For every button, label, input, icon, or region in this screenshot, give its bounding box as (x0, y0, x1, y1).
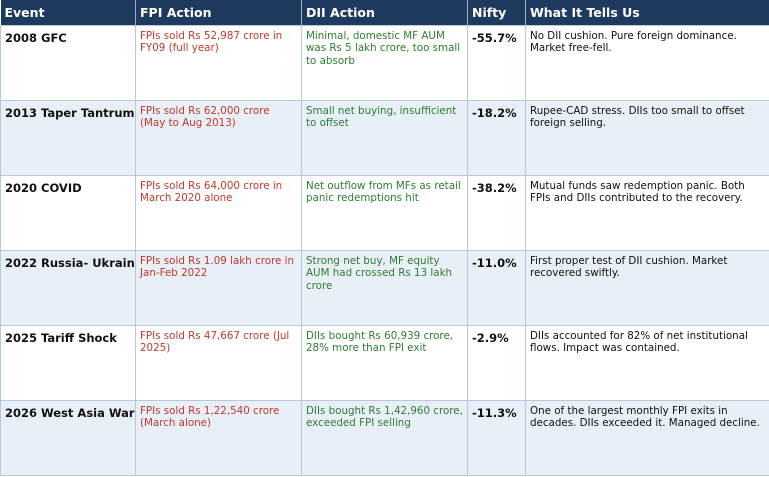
table-body: 2008 GFC FPIs sold Rs 52,987 crore in FY0… (0, 24, 769, 476)
fpi-cell: FPIs sold Rs 47,667 crore (Jul 2025) (135, 324, 302, 401)
table-row: 2026 West Asia War FPIs sold Rs 1,22,540 … (0, 399, 769, 476)
nifty-cell: -55.7% (467, 24, 526, 101)
dii-cell: Net outflow from MFs as retail panic red… (301, 174, 468, 251)
fpi-cell: FPIs sold Rs 52,987 crore in FY09 (full … (135, 24, 302, 101)
dii-cell: Strong net buy, MF equity AUM had crosse… (301, 249, 468, 326)
event-cell: 2008 GFC (0, 24, 136, 101)
event-cell: 2022 Russia- Ukraine (0, 249, 136, 326)
table-row: 2025 Tariff Shock FPIs sold Rs 47,667 cro… (0, 324, 769, 401)
fpi-cell: FPIs sold Rs 1,22,540 crore (March alone… (135, 399, 302, 476)
dii-cell: DIIs bought Rs 1,42,960 crore, exceeded … (301, 399, 468, 476)
fpi-cell: FPIs sold Rs 1.09 lakh crore in Jan-Feb … (135, 249, 302, 326)
event-cell: 2026 West Asia War (0, 399, 136, 476)
event-cell: 2025 Tariff Shock (0, 324, 136, 401)
fpi-cell: FPIs sold Rs 64,000 crore in March 2020 … (135, 174, 302, 251)
nifty-cell: -11.3% (467, 399, 526, 476)
dii-cell: Small net buying, insufficient to offset (301, 99, 468, 176)
insight-cell: Rupee-CAD stress. DIIs too small to offs… (525, 99, 769, 176)
event-cell: 2013 Taper Tantrum (0, 99, 136, 176)
header-cell: Nifty (467, 0, 526, 25)
insight-cell: DIIs accounted for 82% of net institutio… (525, 324, 769, 401)
insight-cell: Mutual funds saw redemption panic. Both … (525, 174, 769, 251)
insight-cell: One of the largest monthly FPI exits in … (525, 399, 769, 476)
fpi-cell: FPIs sold Rs 62,000 crore (May to Aug 20… (135, 99, 302, 176)
nifty-cell: -38.2% (467, 174, 526, 251)
header-cell: FPI Action (135, 0, 302, 25)
table-row: 2008 GFC FPIs sold Rs 52,987 crore in FY0… (0, 24, 769, 101)
insight-cell: First proper test of DII cushion. Market… (525, 249, 769, 326)
nifty-cell: -11.0% (467, 249, 526, 326)
header-cell: What It Tells Us (525, 0, 769, 25)
insight-cell: No DII cushion. Pure foreign dominance. … (525, 24, 769, 101)
dii-cell: DIIs bought Rs 60,939 crore, 28% more th… (301, 324, 468, 401)
table-row: 2022 Russia- Ukraine FPIs sold Rs 1.09 la… (0, 249, 769, 326)
header-row: Event FPI Action DII Action Nifty What It Te… (0, 0, 769, 25)
nifty-cell: -2.9% (467, 324, 526, 401)
header-cell: DII Action (301, 0, 468, 25)
event-cell: 2020 COVID (0, 174, 136, 251)
nifty-cell: -18.2% (467, 99, 526, 176)
table-row: 2013 Taper Tantrum FPIs sold Rs 62,000 cr… (0, 99, 769, 176)
header-cell: Event (0, 0, 136, 25)
table-row: 2020 COVID FPIs sold Rs 64,000 crore in M… (0, 174, 769, 251)
dii-cell: Minimal, domestic MF AUM was Rs 5 lakh c… (301, 24, 468, 101)
